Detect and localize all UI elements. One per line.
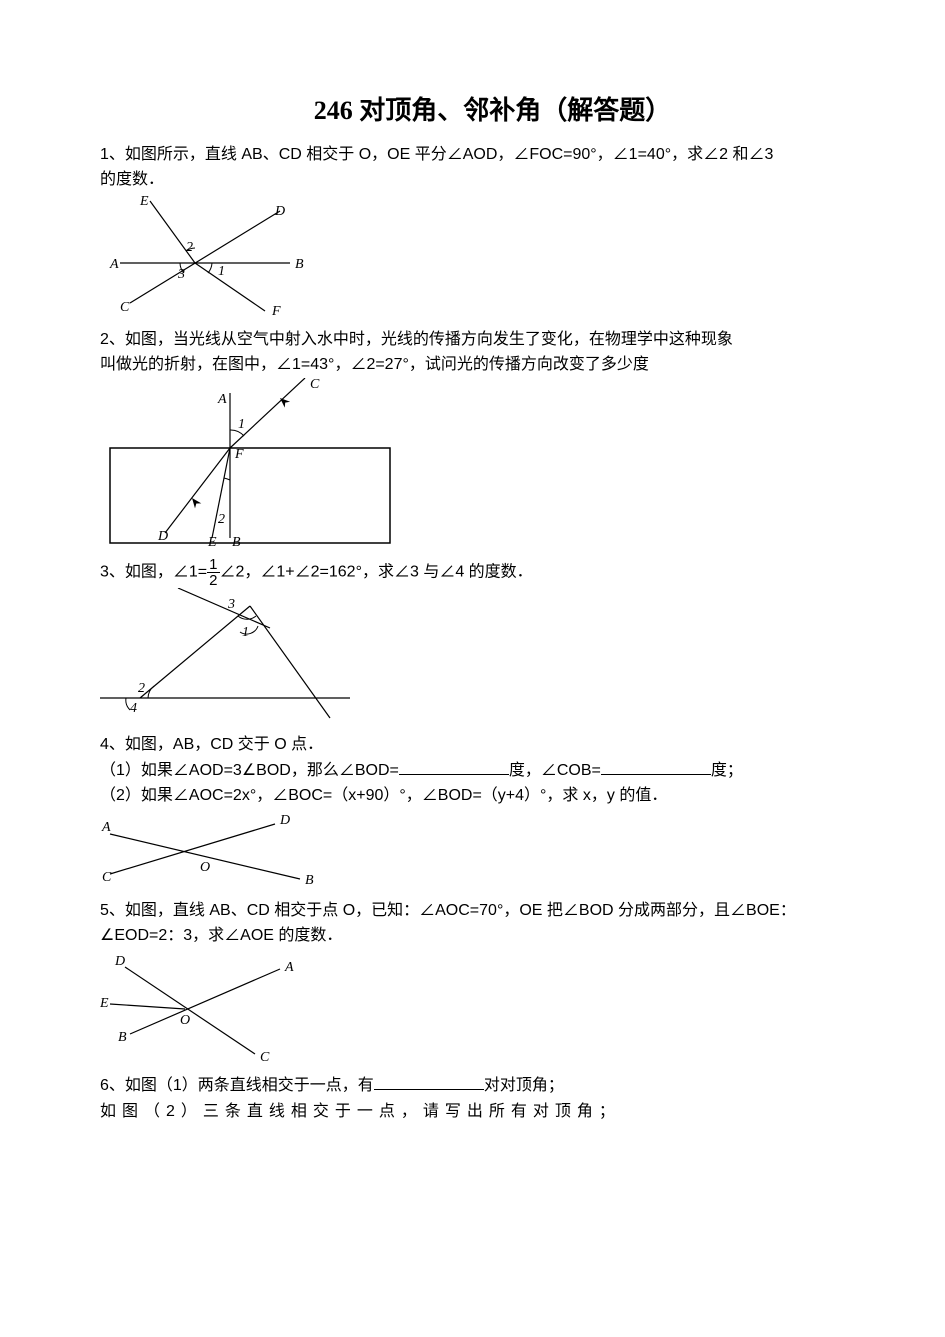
svg-text:D: D [279,813,290,828]
q3-diagram: 13 24 [100,588,360,728]
question-3: 3、如图，∠1=12∠2，∠1+∠2=162°，求∠3 与∠4 的度数． [100,557,885,588]
svg-text:1: 1 [218,264,225,279]
q1-text-a: 1、如图所示，直线 AB、CD 相交于 O，OE 平分∠AOD，∠FOC=90°… [100,146,773,163]
question-2: 2、如图，当光线从空气中射入水中时，光线的传播方向发生了变化，在物理学中这种现象… [100,327,885,378]
question-6: 6、如图（1）两条直线相交于一点，有 对对顶角； 如图（2）三条直线相交于一点，请… [100,1073,885,1124]
svg-text:B: B [305,873,314,888]
svg-text:B: B [295,257,304,272]
svg-text:C: C [310,378,320,392]
q6-text-c: 如图（2）三条直线相交于一点，请写出所有对顶角； [100,1103,621,1120]
q4-diagram: A B C D O [100,809,320,894]
q3-fraction: 12 [207,557,219,588]
q4-blank-2 [601,758,711,775]
q3-text-a: 3、如图，∠1= [100,564,207,581]
svg-text:C: C [102,870,112,885]
svg-text:O: O [180,1013,190,1028]
svg-text:3: 3 [227,597,235,612]
svg-text:A: A [217,392,227,407]
page-title: 246 对顶角、邻补角（解答题） [100,90,885,132]
svg-text:E: E [207,535,217,550]
q4-text-a: 4、如图，AB，CD 交于 O 点． [100,736,323,753]
q6-text-b: 对对顶角； [484,1077,564,1094]
q4-text-d: 度； [711,762,743,779]
question-5: 5、如图，直线 AB、CD 相交于点 O，已知：∠AOC=70°，OE 把∠BO… [100,898,885,949]
svg-text:1: 1 [238,417,245,432]
svg-text:A: A [109,257,119,272]
svg-text:C: C [260,1050,270,1065]
svg-text:3: 3 [177,267,185,282]
svg-text:1: 1 [242,625,249,640]
svg-text:A: A [101,820,111,835]
svg-text:D: D [274,204,285,219]
q5-diagram: A B C D E O [100,949,300,1069]
q5-text-a: 5、如图，直线 AB、CD 相交于点 O，已知：∠AOC=70°，OE 把∠BO… [100,902,796,919]
question-4: 4、如图，AB，CD 交于 O 点． （1）如果∠AOD=3∠BOD，那么∠BO… [100,732,885,809]
q6-text-a: 6、如图（1）两条直线相交于一点，有 [100,1077,374,1094]
svg-text:D: D [114,954,125,969]
q1-diagram: A B C D E F 1 23 [100,193,320,323]
svg-text:A: A [284,960,294,975]
q1-text-b: 的度数． [100,171,164,188]
svg-text:D: D [157,529,168,544]
svg-text:O: O [200,860,210,875]
svg-text:2: 2 [186,240,193,255]
q5-text-b: ∠EOD=2：3，求∠AOE 的度数． [100,927,342,944]
svg-text:E: E [100,996,109,1011]
q3-text-b: ∠2，∠1+∠2=162°，求∠3 与∠4 的度数． [220,564,533,581]
question-1: 1、如图所示，直线 AB、CD 相交于 O，OE 平分∠AOD，∠FOC=90°… [100,142,885,193]
svg-text:B: B [232,535,241,550]
svg-text:4: 4 [130,701,137,716]
svg-text:2: 2 [138,681,145,696]
q6-blank-1 [374,1073,484,1090]
svg-text:C: C [120,300,130,315]
svg-text:E: E [139,194,149,209]
svg-text:B: B [118,1030,127,1045]
q2-diagram: A C F B D E 1 2 [100,378,400,553]
q4-text-c: 度，∠COB= [509,762,601,779]
svg-text:F: F [271,304,281,319]
q2-text-a: 2、如图，当光线从空气中射入水中时，光线的传播方向发生了变化，在物理学中这种现象 [100,331,733,348]
q4-blank-1 [399,758,509,775]
q4-text-b: （1）如果∠AOD=3∠BOD，那么∠BOD= [100,762,399,779]
svg-text:2: 2 [218,512,225,527]
svg-text:F: F [234,447,244,462]
q2-text-b: 叫做光的折射，在图中，∠1=43°，∠2=27°，试问光的传播方向改变了多少度 [100,356,649,373]
q4-text-e: （2）如果∠AOC=2x°，∠BOC=（x+90）°，∠BOD=（y+4）°，求… [100,787,667,804]
